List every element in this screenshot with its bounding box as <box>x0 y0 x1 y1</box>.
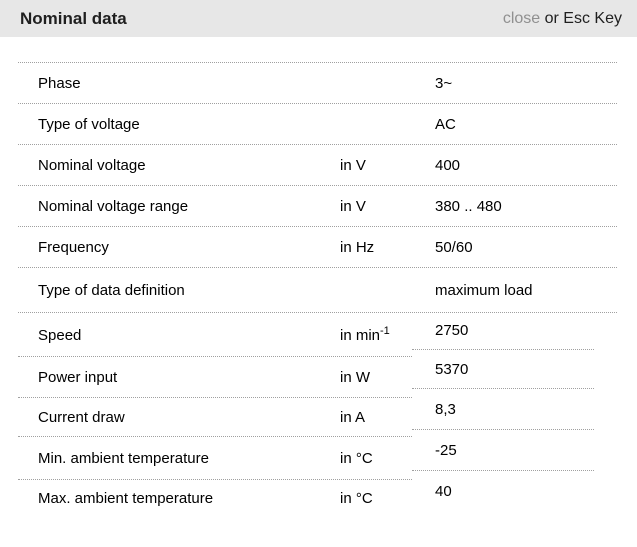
table-row: Type of data definition maximum load <box>18 268 617 313</box>
row-label: Speed <box>38 326 82 344</box>
nominal-data-table: Phase 3~ Type of voltage AC Nominal voltage i… <box>18 62 617 516</box>
table-row: Phase 3~ <box>18 63 617 104</box>
row-label: Nominal voltage <box>38 156 146 174</box>
row-unit: in min-1 <box>340 324 390 344</box>
row-label: Frequency <box>38 238 109 256</box>
row-value: AC <box>435 115 456 133</box>
row-label: Nominal voltage range <box>38 197 189 215</box>
row-label: Type of voltage <box>38 115 140 133</box>
table-row: Max. ambient temperature in °C <box>18 480 617 516</box>
unit-superscript: -1 <box>380 324 390 337</box>
row-value: 40 <box>435 482 452 500</box>
table-row: Current draw in A <box>18 398 617 437</box>
close-link[interactable]: close <box>502 9 541 27</box>
table-row: Nominal voltage in V 400 <box>18 145 617 186</box>
row-unit: in °C <box>340 489 373 507</box>
row-unit: in V <box>340 197 366 215</box>
table-row: Frequency in Hz 50/60 <box>18 227 617 268</box>
row-label: Type of data definition <box>38 281 185 299</box>
row-label: Max. ambient temperature <box>38 489 214 507</box>
row-unit: in Hz <box>340 238 375 256</box>
row-label: Min. ambient temperature <box>38 450 209 467</box>
row-unit: in °C <box>340 450 373 467</box>
esc-key-hint: or Esc Key <box>540 9 622 27</box>
row-value: 380 .. 480 <box>435 197 502 215</box>
dialog-close-area: close or Esc Key <box>503 10 622 28</box>
row-value: maximum load <box>435 281 533 299</box>
nested-value-column: 2750 5370 8,3 -25 40 <box>412 311 594 511</box>
table-row: Min. ambient temperature in °C <box>18 437 617 480</box>
dialog-title: Nominal data <box>20 8 127 28</box>
row-value: 8,3 <box>412 389 594 430</box>
dialog-header: Nominal data close or Esc Key <box>0 0 637 37</box>
table-row: Nominal voltage range in V 380 .. 480 <box>18 186 617 227</box>
row-unit: in W <box>340 369 370 386</box>
table-row: Type of voltage AC <box>18 104 617 145</box>
row-label: Phase <box>38 74 81 92</box>
row-unit: in A <box>340 409 366 426</box>
row-value: 50/60 <box>435 238 473 256</box>
row-unit: in V <box>340 156 366 174</box>
row-label: Current draw <box>38 409 125 426</box>
table-row: Power input in W <box>18 357 617 398</box>
row-label: Power input <box>38 369 118 386</box>
row-value: -25 <box>412 430 594 471</box>
row-value: 2750 <box>412 311 594 350</box>
row-value: 3~ <box>435 74 453 92</box>
row-value: 5370 <box>412 350 594 389</box>
row-value: 400 <box>435 156 461 174</box>
table-row: Speed in min-1 <box>18 313 617 357</box>
